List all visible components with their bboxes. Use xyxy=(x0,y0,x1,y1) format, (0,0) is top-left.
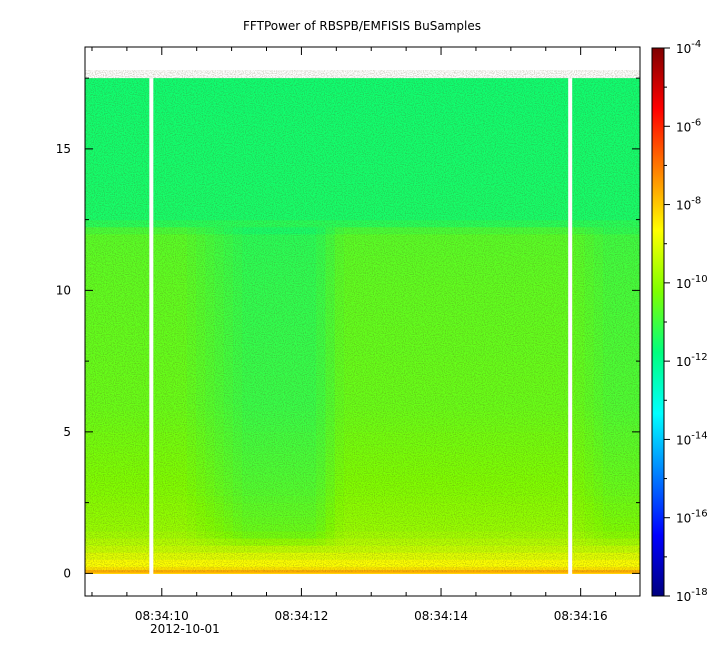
y-tick-label: 10 xyxy=(56,283,71,297)
y-tick-label: 5 xyxy=(63,425,71,439)
x-tick-label: 08:34:10 xyxy=(135,609,189,623)
colorbar-ticks: 10-4 10-6 10-8 10-10 10-12 10-14 10-16 10-18 xyxy=(664,39,708,604)
data-gap-line xyxy=(149,78,154,575)
colorbar-tick-label: 10-16 xyxy=(676,509,708,526)
colorbar-tick-label: 10-8 xyxy=(676,196,701,213)
x-axis-date-label: 2012-10-01 xyxy=(150,622,220,636)
y-tick-label: 15 xyxy=(56,142,71,156)
plot-area xyxy=(85,47,640,596)
y-axis: 0 5 10 15 xyxy=(56,77,640,580)
x-tick-label: 08:34:12 xyxy=(274,609,328,623)
data-gaps xyxy=(149,78,573,575)
x-tick-label: 08:34:14 xyxy=(414,609,468,623)
spectrogram-noise-texture xyxy=(85,70,640,572)
x-axis: 08:34:10 08:34:12 08:34:14 08:34:16 xyxy=(91,47,617,623)
colorbar-tick-label: 10-12 xyxy=(676,352,708,369)
y-tick-label: 0 xyxy=(63,566,71,580)
plot-frame xyxy=(84,46,641,597)
colorbar-tick-label: 10-18 xyxy=(676,587,708,604)
colorbar-gradient xyxy=(652,48,664,596)
data-gap-line xyxy=(568,78,573,575)
colorbar-tick-label: 10-14 xyxy=(676,430,708,447)
colorbar: 10-4 10-6 10-8 10-10 10-12 10-14 10-16 10-18 xyxy=(651,39,708,604)
colorbar-tick-label: 10-10 xyxy=(676,274,708,291)
colorbar-tick-label: 10-4 xyxy=(676,39,701,56)
colorbar-tick-label: 10-6 xyxy=(676,117,701,134)
chart-title: FFTPower of RBSPB/EMFISIS BuSamples xyxy=(243,19,481,33)
x-tick-label: 08:34:16 xyxy=(554,609,608,623)
